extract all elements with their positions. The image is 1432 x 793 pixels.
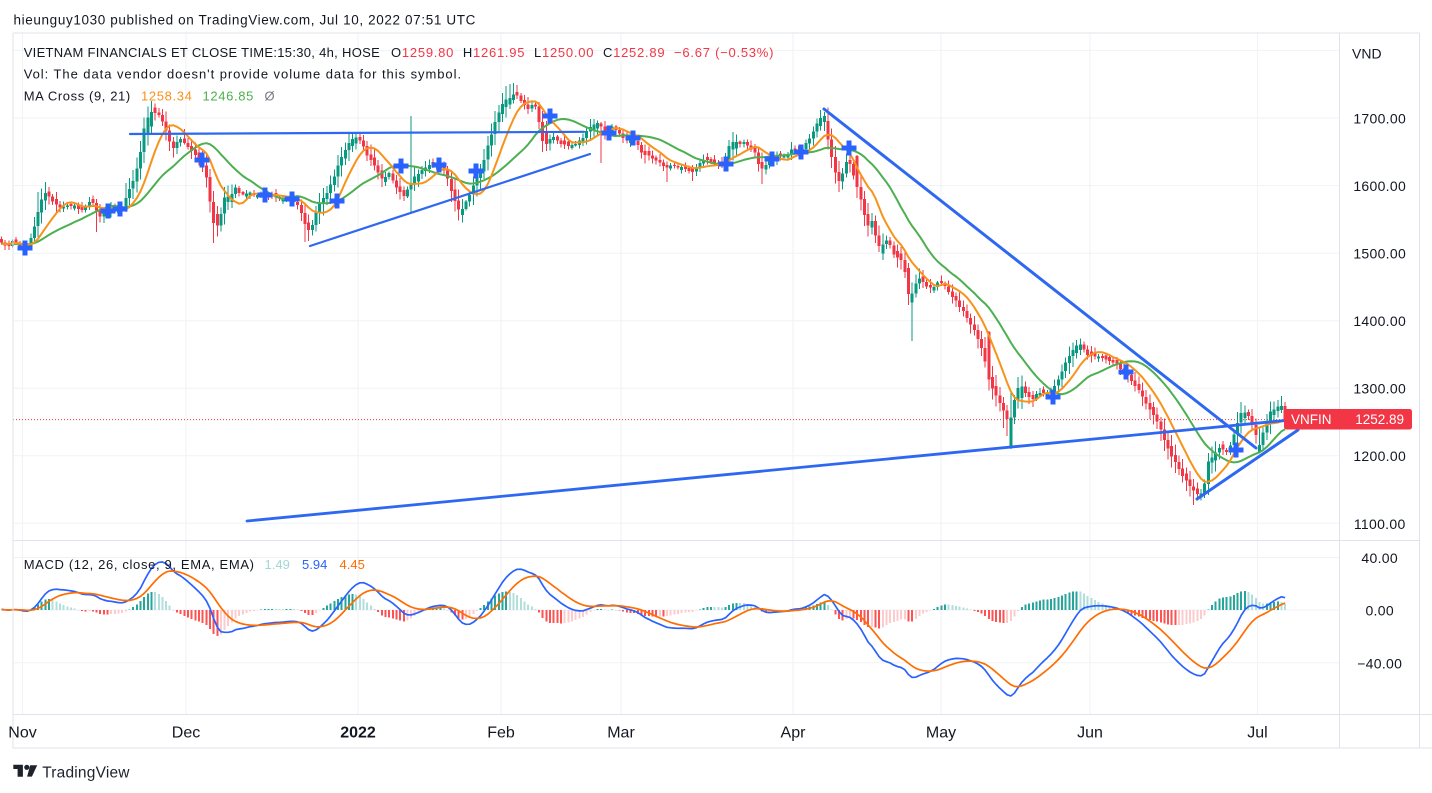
svg-text:May: May: [926, 725, 956, 742]
svg-text:1200.00: 1200.00: [1353, 448, 1406, 464]
svg-text:Nov: Nov: [8, 725, 36, 742]
svg-text:TradingView: TradingView: [42, 765, 130, 782]
svg-text:0.00: 0.00: [1365, 603, 1393, 619]
svg-text:1700.00: 1700.00: [1353, 111, 1406, 127]
svg-text:Dec: Dec: [172, 725, 200, 742]
svg-text:1600.00: 1600.00: [1353, 178, 1406, 194]
svg-text:Apr: Apr: [781, 725, 807, 742]
svg-text:1100.00: 1100.00: [1354, 516, 1406, 532]
svg-text:VNFIN: VNFIN: [1291, 412, 1332, 427]
svg-text:MACD (12, 26, close, 9, EMA, E: MACD (12, 26, close, 9, EMA, EMA): [24, 557, 255, 572]
svg-text:O1259.80 H1261.95 L1250.00: O1259.80 H1261.95 L1250.00 C1252.89 −6.6…: [391, 45, 774, 60]
svg-text:Ø: Ø: [265, 89, 275, 104]
svg-text:1500.00: 1500.00: [1353, 246, 1406, 262]
svg-text:Mar: Mar: [607, 725, 635, 742]
svg-text:1.49: 1.49: [265, 557, 290, 572]
svg-text:−40.00: −40.00: [1357, 655, 1402, 671]
svg-text:2022: 2022: [340, 725, 376, 742]
svg-text:Vol: The data vendor doesn't p: Vol: The data vendor doesn't provide vol…: [24, 67, 462, 82]
svg-text:1258.34: 1258.34: [141, 89, 193, 104]
svg-text:hieunguy1030 published on Trad: hieunguy1030 published on TradingView.co…: [14, 12, 477, 27]
svg-text:Jun: Jun: [1077, 725, 1103, 742]
svg-text:1400.00: 1400.00: [1353, 313, 1406, 329]
svg-text:MA Cross (9, 21): MA Cross (9, 21): [24, 89, 131, 104]
svg-text:VIETNAM FINANCIALS ET CLOSE TI: VIETNAM FINANCIALS ET CLOSE TIME:15:30, …: [24, 45, 380, 60]
svg-text:1300.00: 1300.00: [1353, 381, 1406, 397]
svg-text:5.94: 5.94: [302, 557, 327, 572]
svg-text:Feb: Feb: [487, 725, 515, 742]
svg-text:1246.85: 1246.85: [203, 89, 255, 104]
svg-text:Jul: Jul: [1247, 725, 1267, 742]
svg-text:VND: VND: [1352, 46, 1382, 62]
svg-text:40.00: 40.00: [1361, 550, 1398, 566]
svg-text:1252.89: 1252.89: [1355, 412, 1404, 427]
svg-text:4.45: 4.45: [340, 557, 365, 572]
